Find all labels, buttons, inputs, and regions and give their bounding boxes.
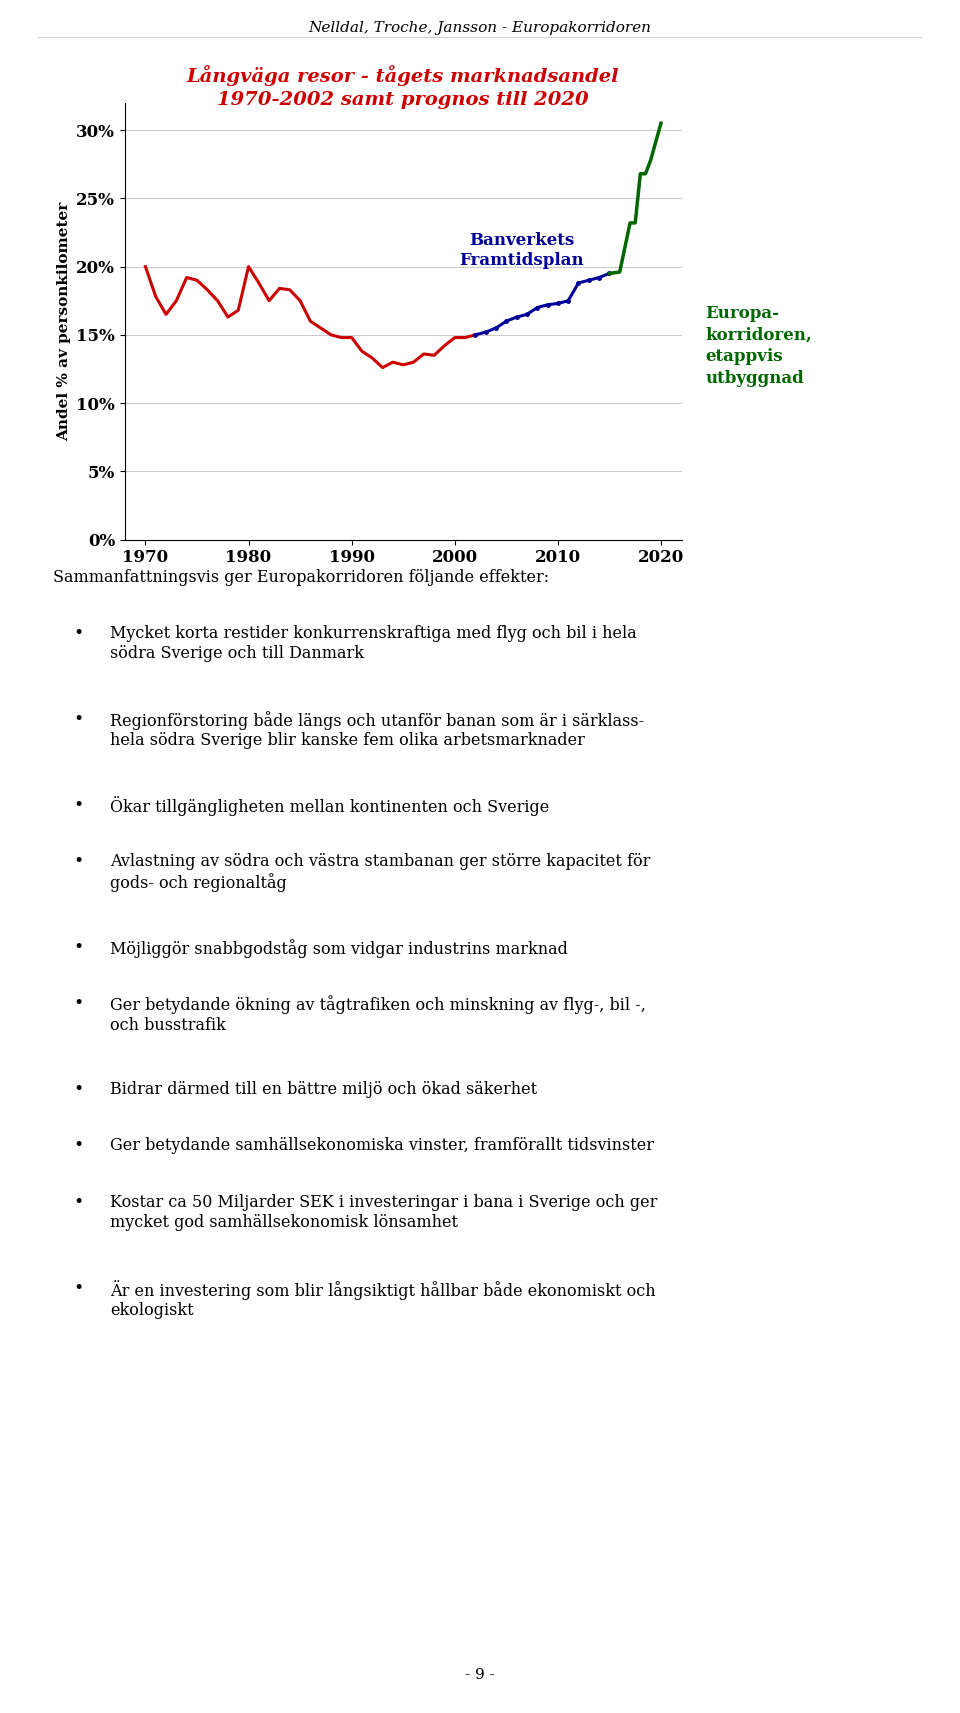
Text: Bidrar därmed till en bättre miljö och ökad säkerhet: Bidrar därmed till en bättre miljö och ö… <box>110 1081 538 1098</box>
Text: •: • <box>74 711 84 728</box>
Text: Regionförstoring både längs och utanför banan som är i särklass-
hela södra Sver: Regionförstoring både längs och utanför … <box>110 711 644 749</box>
Y-axis label: Andel % av personkilometer: Andel % av personkilometer <box>57 202 71 440</box>
Text: Nelldal, Troche, Jansson - Europakorridoren: Nelldal, Troche, Jansson - Europakorrido… <box>308 21 652 36</box>
Text: •: • <box>74 853 84 870</box>
Text: •: • <box>74 797 84 814</box>
Text: Ger betydande samhällsekonomiska vinster, framförallt tidsvinster: Ger betydande samhällsekonomiska vinster… <box>110 1137 655 1155</box>
Text: Mycket korta restider konkurrenskraftiga med flyg och bil i hela
södra Sverige o: Mycket korta restider konkurrenskraftiga… <box>110 625 637 661</box>
Text: Ökar tillgängligheten mellan kontinenten och Sverige: Ökar tillgängligheten mellan kontinenten… <box>110 797 550 817</box>
Text: •: • <box>74 1194 84 1211</box>
Text: •: • <box>74 625 84 642</box>
Text: •: • <box>74 995 84 1012</box>
Text: Banverkets
Framtidsplan: Banverkets Framtidsplan <box>460 233 584 269</box>
Text: Långväga resor - tågets marknadsandel
1970-2002 samt prognos till 2020: Långväga resor - tågets marknadsandel 19… <box>187 65 619 110</box>
Text: - 9 -: - 9 - <box>466 1668 494 1682</box>
Text: Ger betydande ökning av tågtrafiken och minskning av flyg-, bil -,
och busstrafi: Ger betydande ökning av tågtrafiken och … <box>110 995 646 1033</box>
Text: Europa-
korridoren,
etappvis
utbyggnad: Europa- korridoren, etappvis utbyggnad <box>706 305 812 387</box>
Text: •: • <box>74 1280 84 1297</box>
Text: Möjliggör snabbgodståg som vidgar industrins marknad: Möjliggör snabbgodståg som vidgar indust… <box>110 939 568 958</box>
Text: •: • <box>74 1081 84 1098</box>
Text: Kostar ca 50 Miljarder SEK i investeringar i bana i Sverige och ger
mycket god s: Kostar ca 50 Miljarder SEK i investering… <box>110 1194 658 1230</box>
Text: Avlastning av södra och västra stambanan ger större kapacitet för
gods- och regi: Avlastning av södra och västra stambanan… <box>110 853 651 892</box>
Text: •: • <box>74 939 84 956</box>
Text: Sammanfattningsvis ger Europakorridoren följande effekter:: Sammanfattningsvis ger Europakorridoren … <box>53 569 549 586</box>
Text: Är en investering som blir långsiktigt hållbar både ekonomiskt och
ekologiskt: Är en investering som blir långsiktigt h… <box>110 1280 656 1319</box>
Text: •: • <box>74 1137 84 1155</box>
